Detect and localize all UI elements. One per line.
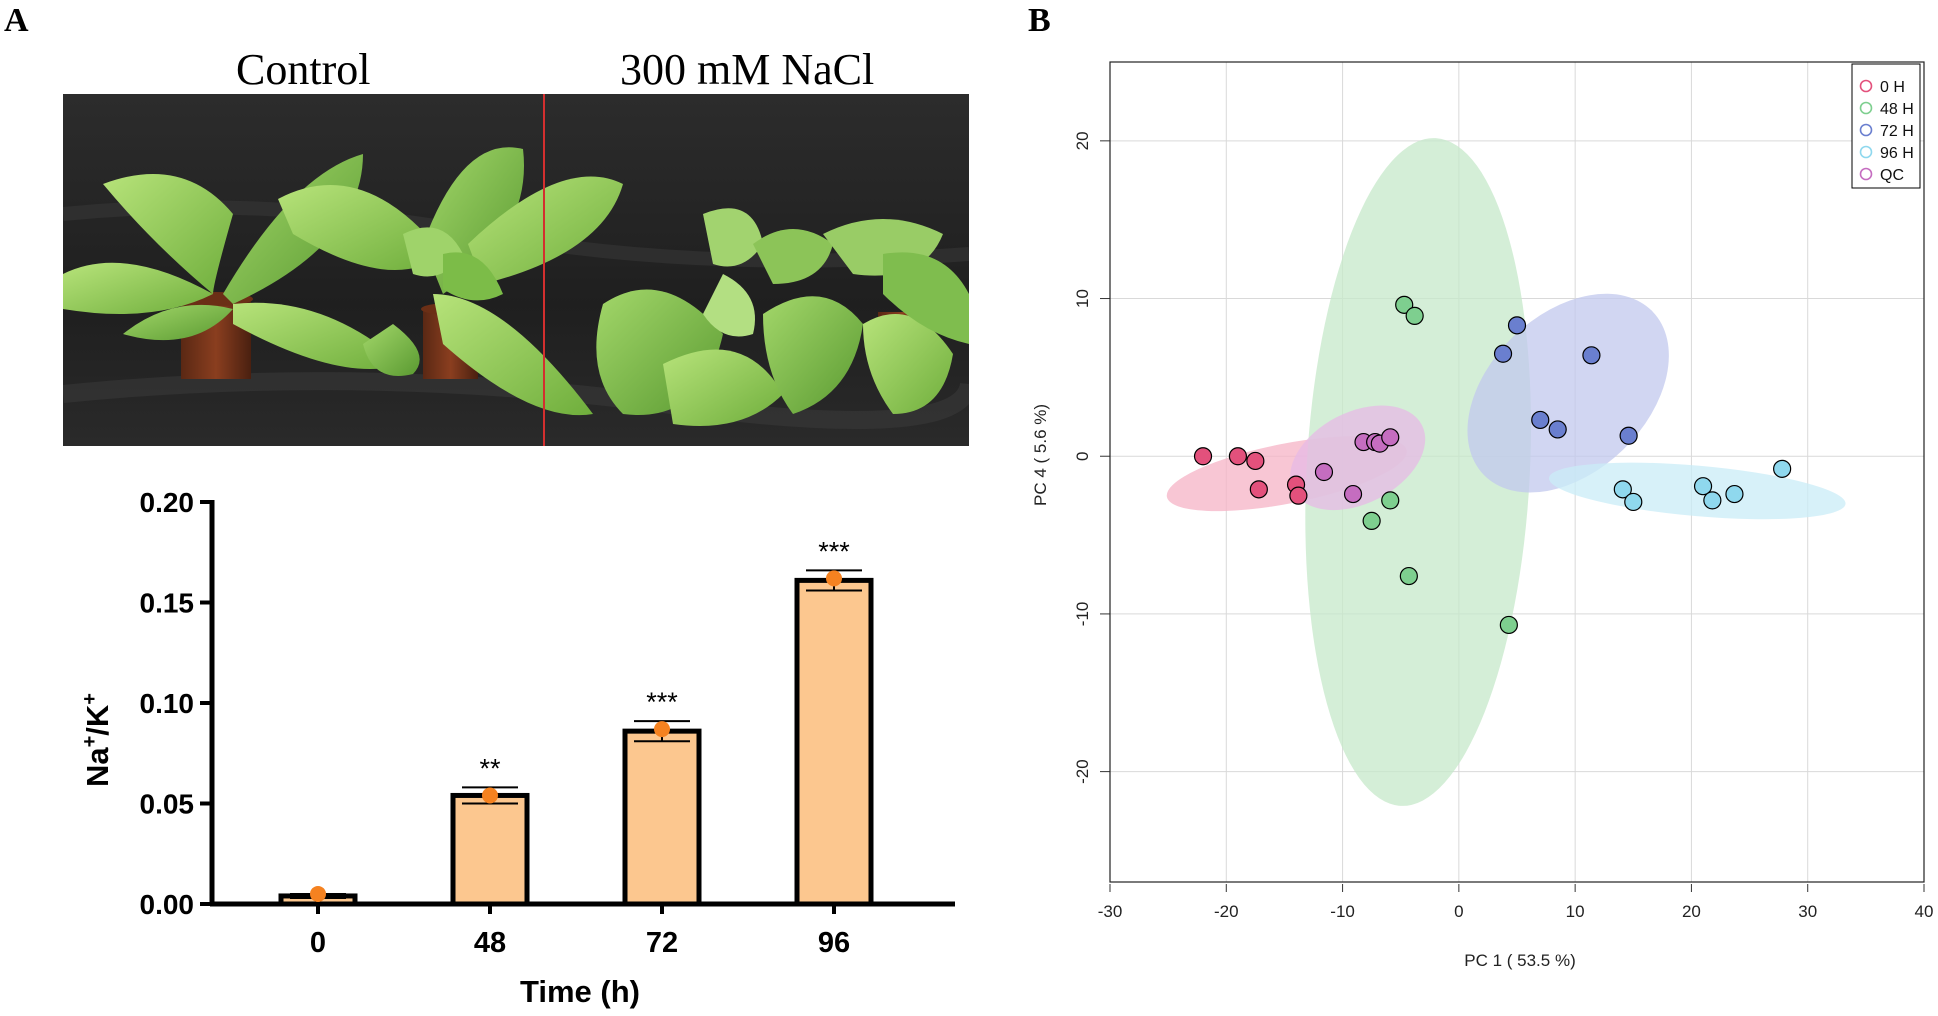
legend-label: 72 H — [1880, 123, 1914, 140]
pca-point — [1613, 480, 1632, 499]
pca-point — [1314, 462, 1334, 482]
pca-x-axis-title: PC 1 ( 53.5 %) — [1464, 951, 1576, 970]
plant-photo — [63, 94, 969, 446]
pca-y-tick-label: 10 — [1073, 289, 1092, 308]
pca-point — [1773, 459, 1792, 478]
significance-label: ** — [479, 753, 501, 783]
plant-photo-illustration — [63, 94, 969, 446]
pca-x-tick-label: -20 — [1214, 902, 1239, 921]
pca-point — [1499, 615, 1518, 635]
pca-plot-frame — [1109, 61, 1925, 883]
pca-point — [1395, 295, 1414, 314]
bar-y-axis-title: Na+/K+ — [79, 693, 115, 787]
bar-x-tick-label: 0 — [310, 927, 326, 959]
bar-y-tick-label: 0.00 — [140, 889, 195, 920]
legend-label: 48 H — [1880, 101, 1914, 118]
pca-point — [1362, 511, 1381, 530]
bar — [622, 728, 702, 907]
pca-point — [1725, 484, 1744, 504]
pca-x-tick-label: 40 — [1915, 902, 1934, 921]
pca-y-tick-label: 0 — [1073, 451, 1092, 460]
legend-marker — [1859, 101, 1873, 115]
pca-point — [1343, 484, 1363, 504]
bar — [450, 792, 530, 907]
bar-y-tick-label: 0.15 — [140, 588, 195, 619]
data-point — [482, 787, 498, 804]
pca-point — [1548, 420, 1567, 439]
panel-label-b: B — [1028, 2, 1051, 39]
data-point — [310, 885, 326, 902]
pca-point — [1193, 447, 1213, 466]
bar-y-tick-label: 0.20 — [140, 487, 195, 518]
panel-label-a: A — [4, 2, 29, 39]
legend-label: 0 H — [1880, 79, 1905, 96]
legend-marker — [1859, 167, 1873, 181]
data-point — [654, 721, 670, 738]
significance-label: *** — [818, 536, 850, 566]
pca-point — [1582, 346, 1601, 365]
bar-x-tick-label: 48 — [474, 927, 506, 959]
control-plants — [63, 147, 623, 416]
pca-point — [1619, 426, 1638, 445]
group-ellipse — [1467, 293, 1669, 493]
group-ellipse — [1305, 138, 1532, 806]
pca-point — [1624, 492, 1643, 512]
bar-y-tick-label: 0.10 — [140, 688, 195, 719]
bar-x-axis-title: Time (h) — [520, 974, 640, 1009]
legend-marker — [1859, 145, 1873, 159]
pca-y-tick-label: -10 — [1073, 602, 1092, 627]
pca-point — [1507, 316, 1527, 335]
bar-chart: 0.000.050.100.150.200 48 72 96 ******** Tim… — [79, 487, 955, 1009]
legend-marker — [1859, 123, 1873, 137]
pca-legend: 0 H 48 H 72 H 96 H QC — [1851, 63, 1921, 189]
pca-point — [1289, 486, 1308, 505]
pca-point — [1405, 306, 1424, 325]
pca-points — [1193, 295, 1792, 635]
pca-x-tick-label: 20 — [1682, 902, 1701, 921]
bar-y-tick-label: 0.05 — [140, 789, 195, 820]
pca-ellipses — [1166, 138, 1846, 806]
pca-point — [1703, 491, 1722, 510]
pca-point — [1381, 491, 1400, 510]
pca-chart: -30 -20 -10 0 10 20 30 40 -20 -10 0 10 20 0 H 48 H 72 … — [1031, 61, 1934, 970]
pca-axes: -30 -20 -10 0 10 20 30 40 -20 -10 0 10 20 — [1073, 61, 1934, 921]
pca-y-axis-title: PC 4 ( 5.6 %) — [1031, 404, 1050, 506]
legend-marker — [1859, 79, 1873, 93]
legend-label: 96 H — [1880, 145, 1914, 162]
pca-point — [1228, 447, 1248, 466]
data-point — [826, 570, 842, 587]
control-label: Control — [236, 45, 371, 94]
significance-label: *** — [646, 687, 678, 717]
bar — [794, 577, 874, 907]
pca-y-tick-label: -20 — [1073, 759, 1092, 784]
pca-point — [1399, 566, 1418, 586]
nacl-label: 300 mM NaCl — [620, 45, 875, 94]
pca-x-tick-label: -30 — [1098, 902, 1123, 921]
pca-x-tick-label: -10 — [1330, 902, 1355, 921]
pca-point — [1246, 451, 1265, 471]
pca-x-tick-label: 10 — [1566, 902, 1585, 921]
pca-point — [1381, 428, 1400, 447]
pca-x-tick-label: 0 — [1454, 902, 1463, 921]
pca-point — [1531, 410, 1550, 430]
bar-x-tick-label: 72 — [646, 927, 678, 959]
pca-x-tick-label: 30 — [1798, 902, 1817, 921]
pca-point — [1493, 344, 1513, 363]
pca-point — [1249, 480, 1268, 499]
pca-point — [1693, 477, 1713, 496]
legend-label: QC — [1880, 167, 1904, 184]
bar-x-tick-label: 96 — [818, 927, 850, 959]
bar-chart-marks: ******** — [278, 536, 874, 907]
salt-plants — [596, 208, 969, 426]
pca-y-tick-label: 20 — [1073, 131, 1092, 150]
